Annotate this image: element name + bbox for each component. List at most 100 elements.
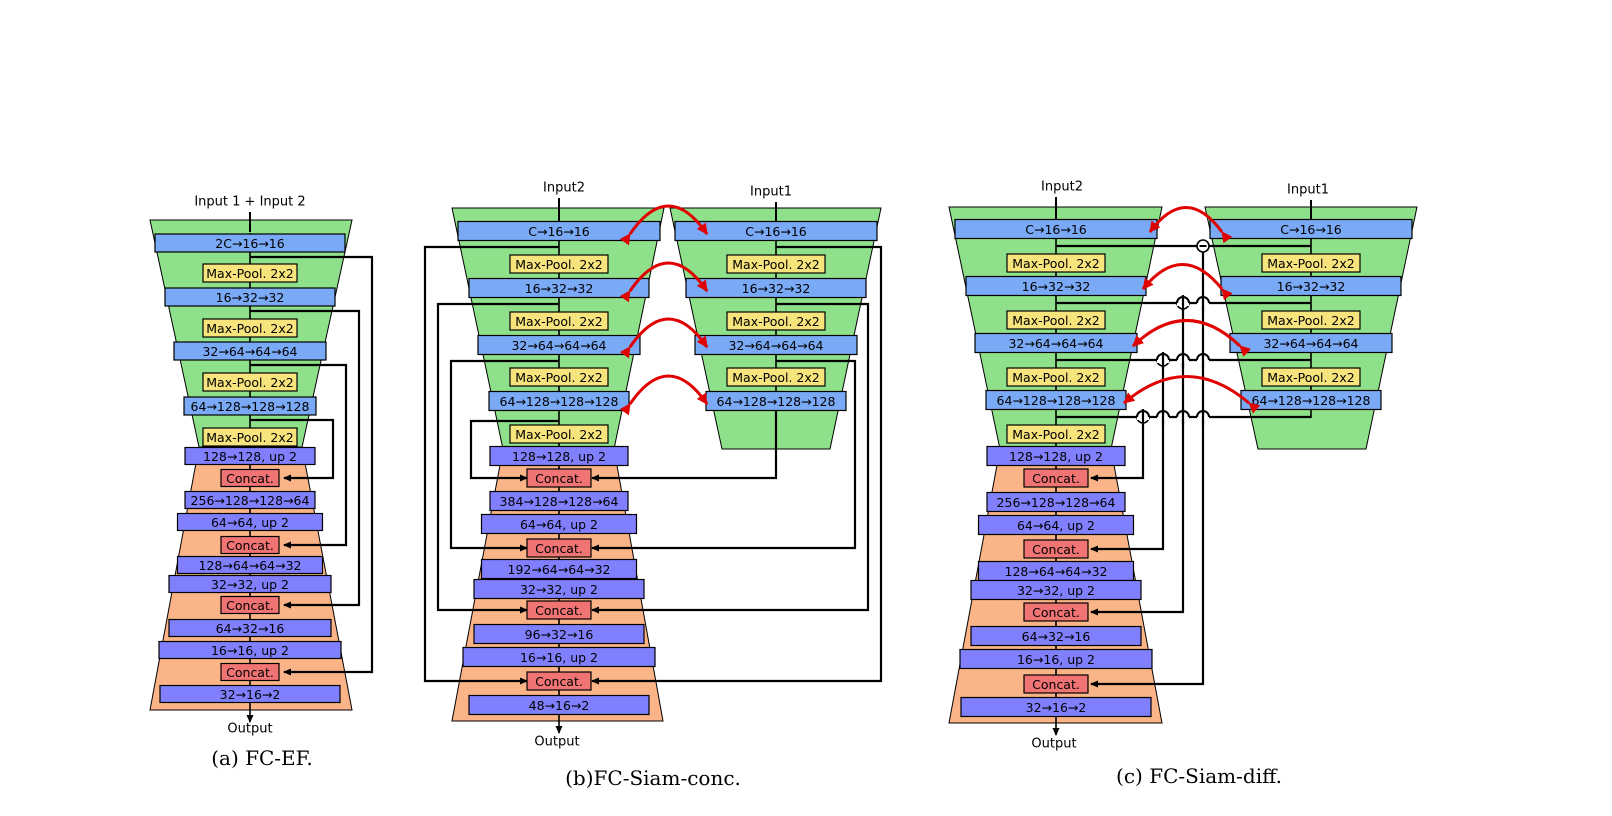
fc-siam-conc-dec-conv-4-label: 32→32, up 2 [520, 582, 598, 597]
fc-ef-enc-conv-1 [164, 287, 336, 307]
fc-siam-conc-maxpool-right-0-label: Max-Pool. 2x2 [732, 257, 819, 272]
fc-siam-diff-input1-label: Input1 [1287, 183, 1329, 198]
fc-siam-diff-maxpool-left-3-label: Max-Pool. 2x2 [1012, 427, 1099, 442]
fc-ef-input-label: Input 1 + Input 2 [194, 195, 305, 210]
fc-ef-concat-3-label: Concat. [226, 665, 274, 680]
fc-siam-conc-dec-conv-3-label: 192→64→64→32 [508, 562, 611, 577]
fc-siam-conc-dec-conv-6-label: 16→16, up 2 [520, 650, 598, 665]
fc-ef-dec-conv-6-label: 16→16, up 2 [211, 643, 289, 658]
fc-siam-diff-shared-weights-3 [1123, 375, 1261, 414]
fc-siam-conc-concat-0 [526, 468, 592, 488]
fc-ef-skip-2 [250, 363, 348, 549]
fc-ef-enc-conv-3 [183, 396, 317, 416]
fc-siam-diff-maxpool-right-0 [1261, 253, 1361, 273]
fc-siam-diff-enc-right-conv-1-label: 16→32→32 [1277, 279, 1346, 294]
fc-siam-diff-caption: (c) FC-Siam-diff. [1116, 764, 1282, 788]
fc-siam-diff-dec-conv-6 [959, 648, 1153, 670]
fc-siam-diff-dec-conv-5-label: 64→32→16 [1022, 629, 1091, 644]
fc-ef-dec-conv-4-label: 32→32, up 2 [211, 577, 289, 592]
fc-siam-diff-concat-3-label: Concat. [1032, 677, 1080, 692]
fc-siam-conc-dec-conv-3 [480, 558, 638, 580]
fc-siam-diff-maxpool-right-2-label: Max-Pool. 2x2 [1267, 370, 1354, 385]
fc-siam-conc-enc-right-conv-3-label: 64→128→128→128 [717, 394, 836, 409]
fc-ef-dec-conv-6 [158, 640, 342, 660]
fc-siam-diff-maxpool-left-2 [1006, 367, 1106, 387]
fc-siam-conc-enc-right-conv-1-label: 16→32→32 [742, 281, 811, 296]
fc-ef-dec-conv-7 [159, 684, 341, 704]
fc-siam-diff-enc-left-conv-3-label: 64→128→128→128 [997, 393, 1116, 408]
fc-siam-conc-shared-weights-2 [619, 317, 709, 359]
fc-ef-enc-conv-2-label: 32→64→64→64 [202, 344, 297, 359]
fc-siam-diff-dec-conv-7 [960, 696, 1152, 718]
fc-siam-conc-skip-left-3 [469, 419, 559, 482]
fc-siam-conc-maxpool-right-1-label: Max-Pool. 2x2 [732, 314, 819, 329]
fc-siam-conc-maxpool-left-3-label: Max-Pool. 2x2 [515, 427, 602, 442]
fc-ef-enc-conv-0-label: 2C→16→16 [215, 236, 284, 251]
fc-siam-conc-concat-3 [526, 671, 592, 691]
fc-siam-conc-input1-label: Input1 [750, 185, 792, 200]
fc-siam-conc-concat-3-label: Concat. [535, 674, 583, 689]
fc-siam-conc-concat-0-label: Concat. [535, 471, 583, 486]
fc-siam-conc-shared-weights-1 [619, 261, 709, 303]
fc-siam-diff-dec-conv-6-label: 16→16, up 2 [1017, 652, 1095, 667]
fc-siam-diff-dec-conv-0-label: 128→128, up 2 [1009, 449, 1103, 464]
fc-siam-diff-maxpool-right-1-label: Max-Pool. 2x2 [1267, 313, 1354, 328]
fc-siam-conc-caption: (b)FC-Siam-conc. [565, 766, 741, 790]
fc-siam-diff-maxpool-right-2 [1261, 367, 1361, 387]
fc-siam-diff-dec-conv-7-label: 32→16→2 [1026, 700, 1087, 715]
fc-siam-diff-maxpool-left-2-label: Max-Pool. 2x2 [1012, 370, 1099, 385]
block-layer: 2C→16→16 16→32→32 32→64→64→64 64→128→128→12… [154, 218, 1413, 718]
fc-ef-concat-0 [220, 468, 280, 488]
fc-ef-maxpool-1 [202, 318, 298, 338]
fc-ef-maxpool-2 [202, 372, 298, 392]
fc-ef-dec-conv-5-label: 64→32→16 [216, 621, 285, 636]
overlay-layer: Input 1 + Input 2 Output (a) FC-EF. Input2 I… [194, 180, 1329, 791]
fc-ef-skip-3 [250, 418, 335, 482]
fc-siam-diff-enc-left-conv-2-label: 32→64→64→64 [1008, 336, 1103, 351]
fc-siam-conc-skip-right-3 [591, 411, 778, 482]
fc-siam-conc-dec-conv-0 [489, 445, 629, 467]
fc-ef-maxpool-0-label: Max-Pool. 2x2 [206, 266, 293, 281]
fc-siam-diff-skip-2 [1090, 366, 1165, 553]
fc-siam-conc-dec-conv-1 [489, 490, 629, 512]
fc-ef-enc-conv-1-label: 16→32→32 [216, 290, 285, 305]
fc-siam-diff-maxpool-right-0-label: Max-Pool. 2x2 [1267, 256, 1354, 271]
fc-siam-conc-enc-right-conv-0-label: C→16→16 [745, 224, 807, 239]
fc-siam-diff-concat-2 [1023, 602, 1089, 622]
fc-siam-diff-maxpool-left-0-label: Max-Pool. 2x2 [1012, 256, 1099, 271]
fc-ef-output-label: Output [227, 722, 272, 737]
fc-siam-diff-concat-1-label: Concat. [1032, 542, 1080, 557]
fc-siam-conc-concat-1-label: Concat. [535, 541, 583, 556]
fc-siam-diff-dec-conv-4-label: 32→32, up 2 [1017, 583, 1095, 598]
fc-siam-conc-concat-1 [526, 538, 592, 558]
fc-siam-diff-dec-conv-1 [986, 491, 1126, 513]
fc-ef-dec-conv-4 [168, 574, 332, 594]
fc-siam-conc-enc-left-conv-0-label: C→16→16 [528, 224, 590, 239]
fc-ef-caption: (a) FC-EF. [211, 746, 313, 770]
fc-ef-maxpool-2-label: Max-Pool. 2x2 [206, 375, 293, 390]
fc-siam-conc-skip-right-0 [591, 245, 883, 685]
fc-siam-diff-concat-1 [1023, 539, 1089, 559]
fc-ef-dec-conv-3 [176, 555, 324, 575]
fc-ef-enc-conv-3-label: 64→128→128→128 [191, 399, 310, 414]
fc-siam-diff-enc-right-conv-0-label: C→16→16 [1280, 222, 1342, 237]
fc-siam-conc-skip-right-1 [591, 302, 870, 614]
fc-siam-conc-dec-conv-5 [473, 623, 645, 645]
fc-ef-maxpool-0 [202, 263, 298, 283]
fc-siam-conc-dec-conv-5-label: 96→32→16 [525, 627, 594, 642]
fc-siam-diff-dec-conv-2 [977, 514, 1135, 536]
fc-siam-diff-maxpool-left-0 [1006, 253, 1106, 273]
fc-siam-conc-maxpool-left-0-label: Max-Pool. 2x2 [515, 257, 602, 272]
fc-siam-conc-maxpool-right-0 [726, 254, 826, 274]
fc-siam-conc-dec-conv-0-label: 128→128, up 2 [512, 449, 606, 464]
fc-ef-maxpool-3-label: Max-Pool. 2x2 [206, 430, 293, 445]
fc-ef-concat-2 [220, 595, 280, 615]
fc-siam-diff-concat-0-label: Concat. [1032, 471, 1080, 486]
fc-siam-conc-concat-2-label: Concat. [535, 603, 583, 618]
fc-siam-conc-shared-weights-0 [619, 204, 709, 246]
fc-ef-dec-conv-0-label: 128→128, up 2 [203, 449, 297, 464]
fc-siam-conc-concat-2 [526, 600, 592, 620]
fc-ef-maxpool-3 [202, 427, 298, 447]
fc-siam-conc-dec-conv-6 [462, 646, 656, 668]
fc-siam-conc-skip-left-2 [449, 359, 559, 552]
